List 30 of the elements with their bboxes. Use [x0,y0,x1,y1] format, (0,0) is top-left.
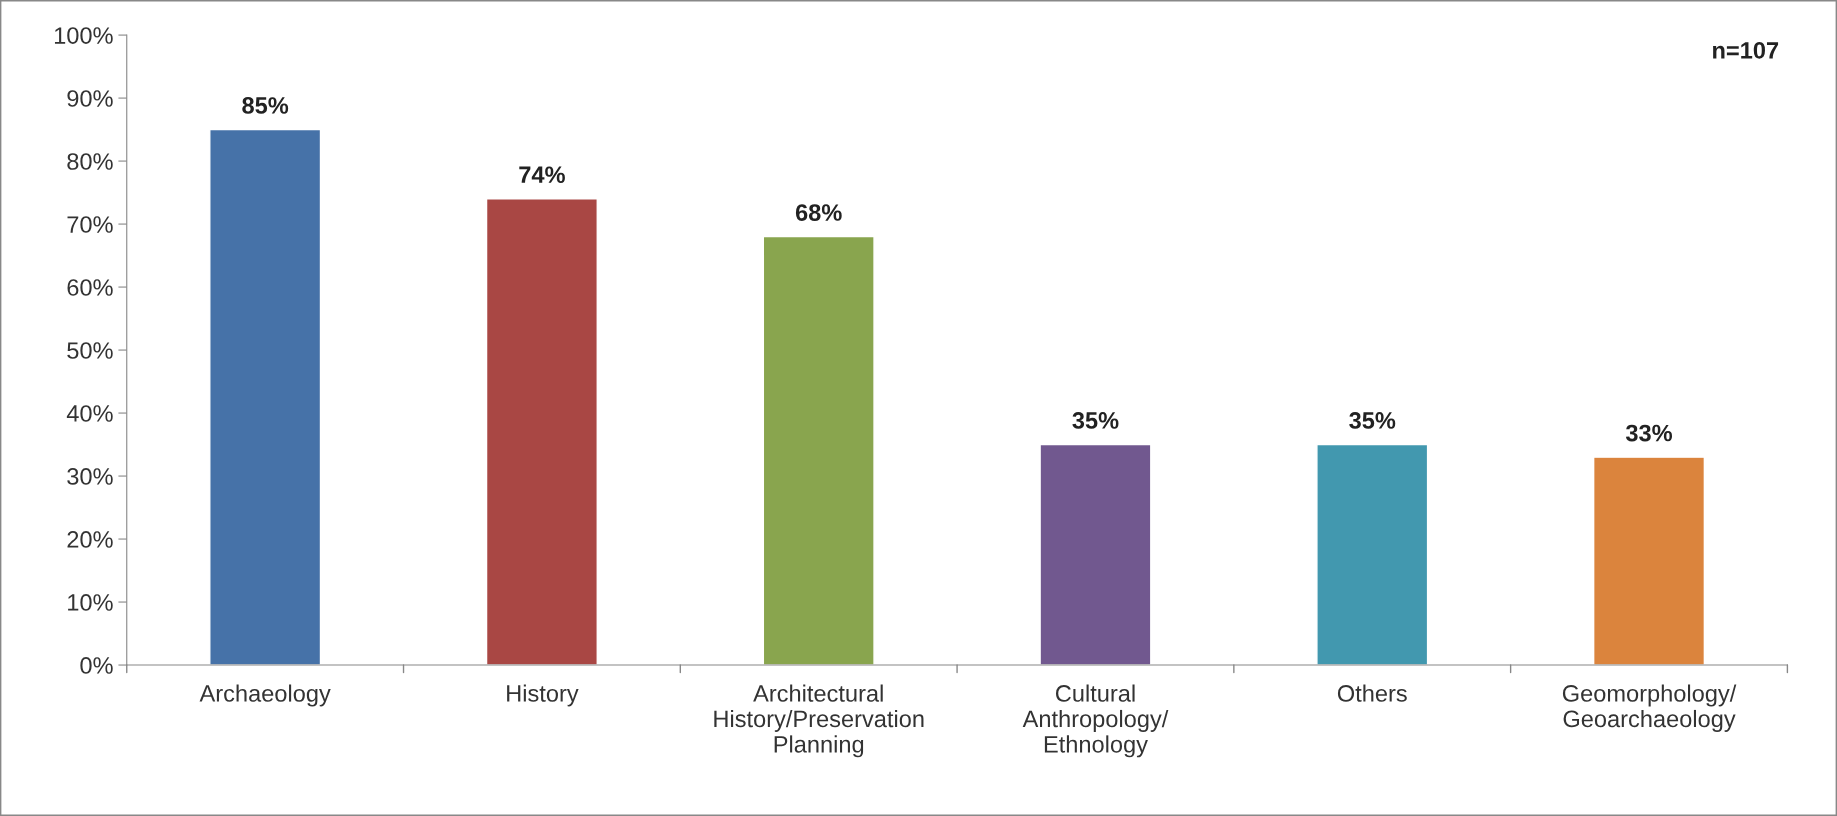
x-tick-label: History [507,684,579,707]
data-label: 35% [1349,412,1396,429]
bar [209,128,322,666]
data-label: 35% [1072,412,1119,429]
x-tick-label: Archaeology [199,684,331,707]
y-tick-label: 20% [67,531,113,548]
bar [1316,443,1429,666]
y-tick-label: 30% [67,468,113,485]
bar [485,198,598,666]
x-tick-label: Others [1337,684,1407,702]
bar [1039,443,1152,666]
data-label: 33% [1625,424,1673,442]
y-tick-label: 90% [67,90,113,107]
y-tick-label: 60% [67,279,113,296]
data-label: 74% [519,166,565,184]
data-label: 68% [795,204,842,221]
x-tick-label: Architectural History/Preservation Planning [714,684,924,758]
x-tick-label: Geomorphology/ Geoarchaeology [1562,684,1737,732]
bar [1592,456,1706,666]
bar [762,235,875,666]
y-tick-label: 100% [54,27,113,44]
y-tick-label: 10% [68,594,113,611]
y-tick-label: 0% [80,657,113,674]
y-tick-label: 40% [66,405,113,422]
x-tick-label: Cultural Anthropology/ Ethnology [1022,684,1169,758]
annotation: n=107 [1713,42,1779,59]
y-tick-label: 50% [67,342,113,359]
y-tick-label: 70% [67,216,113,233]
y-tick-label: 80% [67,153,113,170]
data-label: 85% [242,97,289,114]
